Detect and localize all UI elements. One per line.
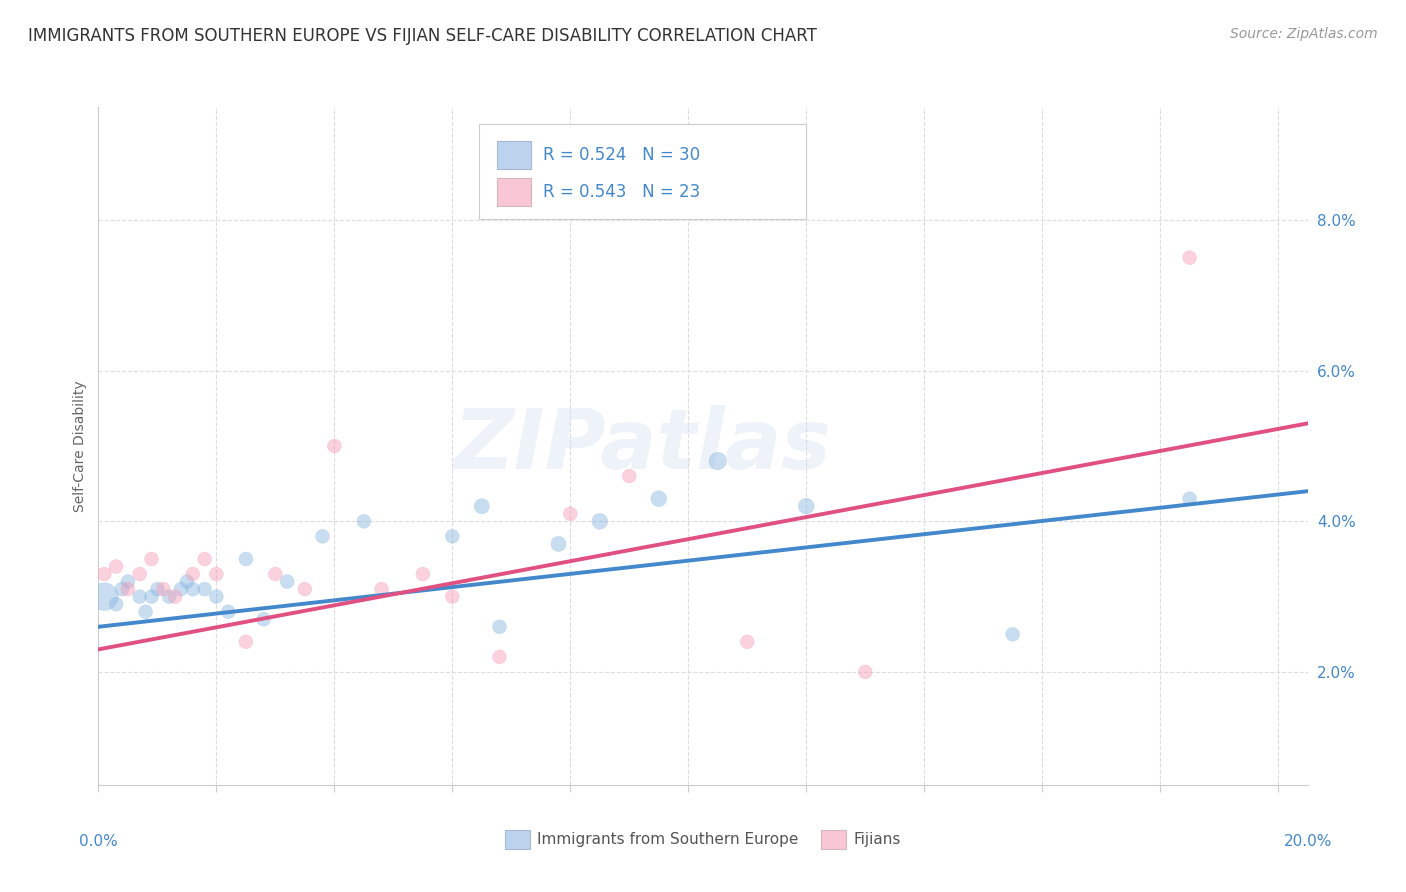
Point <box>117 574 139 589</box>
Point <box>205 590 228 604</box>
Text: R = 0.524   N = 30: R = 0.524 N = 30 <box>543 146 700 164</box>
Point <box>217 605 239 619</box>
Text: Source: ZipAtlas.com: Source: ZipAtlas.com <box>1230 27 1378 41</box>
Point <box>735 635 758 649</box>
Point <box>560 507 582 521</box>
Point <box>441 529 464 543</box>
Point <box>323 439 346 453</box>
Point <box>235 635 257 649</box>
FancyBboxPatch shape <box>498 178 531 206</box>
Point <box>152 582 174 596</box>
Legend: Immigrants from Southern Europe, Fijians: Immigrants from Southern Europe, Fijians <box>499 823 907 855</box>
Point <box>105 559 128 574</box>
Point <box>165 590 187 604</box>
Point <box>294 582 316 596</box>
Point <box>146 582 169 596</box>
Point <box>794 500 817 514</box>
Point <box>141 552 163 566</box>
Point <box>205 567 228 582</box>
Point <box>706 454 728 468</box>
Point <box>252 612 274 626</box>
Text: IMMIGRANTS FROM SOUTHERN EUROPE VS FIJIAN SELF-CARE DISABILITY CORRELATION CHART: IMMIGRANTS FROM SOUTHERN EUROPE VS FIJIA… <box>28 27 817 45</box>
Point <box>488 620 510 634</box>
Text: 0.0%: 0.0% <box>79 834 118 849</box>
Point <box>441 590 464 604</box>
Point <box>141 590 163 604</box>
Point <box>135 605 157 619</box>
Point <box>93 567 115 582</box>
FancyBboxPatch shape <box>479 124 806 219</box>
Point <box>194 582 217 596</box>
Point <box>276 574 298 589</box>
FancyBboxPatch shape <box>498 141 531 169</box>
Point <box>105 597 128 611</box>
Point <box>488 649 510 664</box>
Point <box>128 590 150 604</box>
Point <box>194 552 217 566</box>
Point <box>235 552 257 566</box>
Text: 20.0%: 20.0% <box>1284 834 1331 849</box>
Point <box>471 500 494 514</box>
Text: ZIPatlas: ZIPatlas <box>454 406 831 486</box>
Point <box>412 567 434 582</box>
Point <box>1178 251 1201 265</box>
Point <box>176 574 198 589</box>
Point <box>157 590 180 604</box>
Y-axis label: Self-Care Disability: Self-Care Disability <box>73 380 87 512</box>
Point <box>853 665 876 679</box>
Point <box>1001 627 1024 641</box>
Point <box>181 567 204 582</box>
Point <box>547 537 569 551</box>
Point <box>1178 491 1201 506</box>
Point <box>128 567 150 582</box>
Point <box>181 582 204 596</box>
Point <box>111 582 134 596</box>
Point <box>93 590 115 604</box>
Point <box>311 529 333 543</box>
Point <box>589 514 612 528</box>
Point <box>619 469 641 483</box>
Point <box>648 491 671 506</box>
Point <box>170 582 193 596</box>
Point <box>370 582 392 596</box>
Text: R = 0.543   N = 23: R = 0.543 N = 23 <box>543 183 700 201</box>
Point <box>353 514 375 528</box>
Point <box>117 582 139 596</box>
Point <box>264 567 287 582</box>
